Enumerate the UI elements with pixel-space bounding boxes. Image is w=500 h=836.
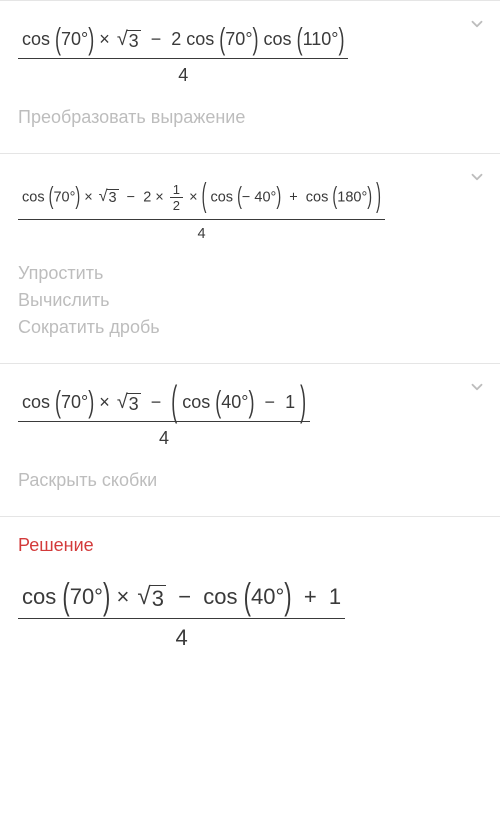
sqrt-arg: 3 <box>107 189 119 206</box>
op-minus: − <box>265 392 276 412</box>
fn-cos: cos <box>210 189 233 205</box>
action-compute[interactable]: Вычислить <box>18 287 482 314</box>
fn-cos: cos <box>264 29 292 49</box>
step-3: cos (70°) × √3 − ( cos (40°) − 1 ) 4 Рас… <box>0 363 500 516</box>
op-mult: × <box>116 584 129 609</box>
solution-step: Решение cos (70°) × √3 − cos (40°) + 1 4 <box>0 516 500 669</box>
chevron-down-icon <box>468 378 486 396</box>
formula-1: cos (70°) × √3 − 2 cos (70°) cos (110°) … <box>0 1 500 104</box>
op-mult: × <box>99 392 110 412</box>
formula-solution: cos (70°) × √3 − cos (40°) + 1 4 <box>0 556 500 669</box>
lit-1: 1 <box>329 584 341 609</box>
fn-cos: cos <box>186 29 214 49</box>
fn-cos: cos <box>22 189 45 205</box>
angle-70: 70° <box>225 29 252 49</box>
op-minus: − <box>151 392 162 412</box>
op-mult: × <box>84 189 92 205</box>
op-minus: − <box>127 189 135 205</box>
expand-step-2[interactable] <box>468 168 486 191</box>
sqrt-arg: 3 <box>150 585 166 612</box>
expression-3: cos (70°) × √3 − ( cos (40°) − 1 ) 4 <box>18 392 482 449</box>
angle-70: 70° <box>53 189 75 205</box>
formula-2: cos (70°) × √3 − 2 × 12 × ( cos (− 40°) … <box>0 154 500 260</box>
op-minus: − <box>178 584 191 609</box>
op-mult: × <box>155 189 163 205</box>
op-minus: − <box>151 29 162 49</box>
denominator: 4 <box>18 59 348 86</box>
angle-70: 70° <box>70 584 103 609</box>
fn-cos: cos <box>182 392 210 412</box>
fn-cos: cos <box>22 392 50 412</box>
op-plus: + <box>304 584 317 609</box>
action-reduce[interactable]: Сократить дробь <box>18 314 482 341</box>
angle-70: 70° <box>61 392 88 412</box>
solution-label: Решение <box>0 517 500 556</box>
angle-180: 180° <box>337 189 367 205</box>
actions-1: Преобразовать выражение <box>0 104 500 153</box>
expression-solution: cos (70°) × √3 − cos (40°) + 1 4 <box>18 584 482 651</box>
sqrt-arg: 3 <box>127 30 141 52</box>
lit-2: 2 <box>143 189 151 205</box>
half-den: 2 <box>170 198 183 213</box>
expand-step-3[interactable] <box>468 378 486 401</box>
expression-1: cos (70°) × √3 − 2 cos (70°) cos (110°) … <box>18 29 482 86</box>
fn-cos: cos <box>22 29 50 49</box>
actions-3: Раскрыть скобки <box>0 467 500 516</box>
angle-40: 40° <box>251 584 284 609</box>
denominator: 4 <box>18 220 385 242</box>
lit-1: 1 <box>285 392 295 412</box>
op-mult: × <box>189 189 197 205</box>
denominator: 4 <box>18 619 345 651</box>
action-expand[interactable]: Раскрыть скобки <box>18 467 482 494</box>
actions-2: Упростить Вычислить Сократить дробь <box>0 260 500 363</box>
sqrt-arg: 3 <box>127 393 141 415</box>
chevron-down-icon <box>468 168 486 186</box>
step-1: cos (70°) × √3 − 2 cos (70°) cos (110°) … <box>0 0 500 153</box>
lit-2: 2 <box>171 29 181 49</box>
half-num: 1 <box>170 182 183 198</box>
action-simplify[interactable]: Упростить <box>18 260 482 287</box>
angle-70: 70° <box>61 29 88 49</box>
step-2: cos (70°) × √3 − 2 × 12 × ( cos (− 40°) … <box>0 153 500 363</box>
expression-2: cos (70°) × √3 − 2 × 12 × ( cos (− 40°) … <box>18 182 482 242</box>
op-plus: + <box>289 189 297 205</box>
op-mult: × <box>99 29 110 49</box>
formula-3: cos (70°) × √3 − ( cos (40°) − 1 ) 4 <box>0 364 500 467</box>
denominator: 4 <box>18 422 310 449</box>
angle-40: 40° <box>221 392 248 412</box>
fn-cos: cos <box>306 189 329 205</box>
fn-cos: cos <box>203 584 237 609</box>
action-transform[interactable]: Преобразовать выражение <box>18 104 482 131</box>
chevron-down-icon <box>468 15 486 33</box>
fn-cos: cos <box>22 584 56 609</box>
angle-m40: − 40° <box>242 189 276 205</box>
expand-step-1[interactable] <box>468 15 486 38</box>
angle-110: 110° <box>303 29 339 49</box>
